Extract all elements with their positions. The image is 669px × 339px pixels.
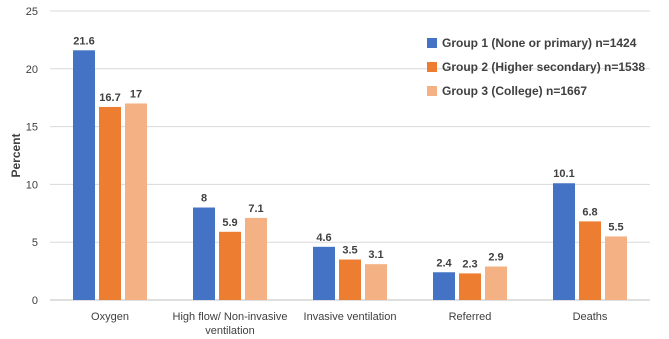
- bar: [579, 221, 601, 300]
- bar: [459, 273, 481, 300]
- bar: [125, 103, 147, 300]
- y-tick-label: 15: [26, 122, 38, 134]
- data-label: 3.5: [342, 245, 357, 257]
- category-label: Referred: [449, 311, 492, 323]
- legend-swatch: [427, 86, 437, 96]
- gridlines: [50, 10, 650, 301]
- y-axis-label: Percent: [9, 133, 23, 177]
- y-tick-label: 0: [32, 295, 38, 307]
- bars: [73, 50, 627, 300]
- category-label-line: High flow/ Non-invasive: [173, 311, 288, 323]
- bar: [433, 272, 455, 300]
- bar: [485, 266, 507, 300]
- bar: [365, 264, 387, 300]
- data-label: 17: [130, 88, 142, 100]
- category-label-line: ventilation: [205, 325, 255, 337]
- y-axis-ticks: 0 5 10 15 20 25: [26, 6, 38, 307]
- legend-entry: Group 1 (None or primary) n=1424: [442, 36, 637, 50]
- bar: [553, 183, 575, 300]
- data-label: 21.6: [73, 35, 94, 47]
- category-label: Invasive ventilation: [304, 311, 397, 323]
- data-label: 2.9: [488, 251, 503, 263]
- data-label: 6.8: [582, 206, 597, 218]
- category-label-line: Deaths: [573, 311, 608, 323]
- y-tick-label: 10: [26, 179, 38, 191]
- y-tick-label: 5: [32, 237, 38, 249]
- category-labels: Oxygen High flow/ Non-invasive ventilation…: [91, 311, 608, 337]
- legend-entry: Group 3 (College) n=1667: [442, 84, 587, 98]
- data-label: 3.1: [368, 249, 383, 261]
- data-label: 10.1: [553, 168, 574, 180]
- data-label: 5.9: [222, 217, 237, 229]
- bar: [339, 259, 361, 300]
- y-tick-label: 20: [26, 64, 38, 76]
- data-label: 5.5: [608, 221, 623, 233]
- category-label-line: Oxygen: [91, 311, 129, 323]
- data-labels: 21.6 16.7 17 8 5.9 7.1 4.6 3.5 3.1 2.4 2.3 2.9 10.1 6…: [73, 35, 623, 270]
- category-label-line: Referred: [449, 311, 492, 323]
- category-label: Oxygen: [91, 311, 129, 323]
- data-label: 4.6: [316, 232, 331, 244]
- legend-swatch: [427, 62, 437, 72]
- bar: [219, 231, 241, 300]
- data-label: 16.7: [99, 92, 120, 104]
- legend-swatch: [427, 38, 437, 48]
- bar: [193, 207, 215, 300]
- category-label: High flow/ Non-invasive ventilation: [173, 311, 288, 337]
- data-label: 8: [201, 193, 207, 205]
- category-label: Deaths: [573, 311, 608, 323]
- data-label: 7.1: [248, 203, 263, 215]
- legend: Group 1 (None or primary) n=1424 Group 2 …: [427, 36, 645, 98]
- bar: [73, 50, 95, 300]
- bar: [245, 217, 267, 300]
- bar: [313, 246, 335, 300]
- legend-entry: Group 2 (Higher secondary) n=1538: [442, 60, 645, 74]
- bar: [99, 106, 121, 300]
- data-label: 2.3: [462, 258, 477, 270]
- bar: [605, 236, 627, 300]
- y-tick-label: 25: [26, 6, 38, 18]
- category-label-line: Invasive ventilation: [304, 311, 397, 323]
- data-label: 2.4: [436, 257, 452, 269]
